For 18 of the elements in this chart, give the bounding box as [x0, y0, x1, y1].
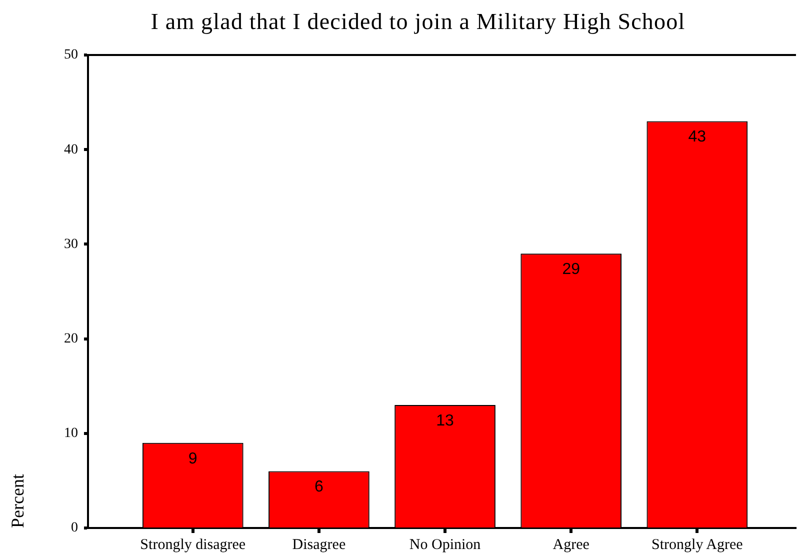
data-label: 29 — [562, 261, 580, 278]
x-tick-label: No Opinion — [409, 536, 482, 553]
chart-title: I am glad that I decided to join a Military High School — [150, 8, 686, 36]
data-label: 43 — [688, 128, 706, 146]
y-tick-label: 50 — [64, 48, 78, 63]
x-tick-label: Agree — [552, 536, 590, 553]
x-tick-label: Strongly disagree — [140, 536, 246, 553]
data-label: 6 — [314, 478, 324, 496]
y-tick-label: 40 — [64, 142, 78, 158]
x-tick-label: Disagree — [292, 536, 346, 553]
x-tick-label: Strongly Agree — [652, 536, 744, 553]
data-label: 9 — [188, 450, 198, 468]
y-tick-label: 30 — [64, 236, 78, 252]
y-axis-title: Percent — [8, 474, 28, 528]
y-tick-label: 20 — [64, 331, 78, 346]
y-tick-label: 10 — [64, 426, 78, 442]
data-label: 13 — [436, 412, 454, 430]
y-tick-label: 0 — [71, 520, 78, 536]
